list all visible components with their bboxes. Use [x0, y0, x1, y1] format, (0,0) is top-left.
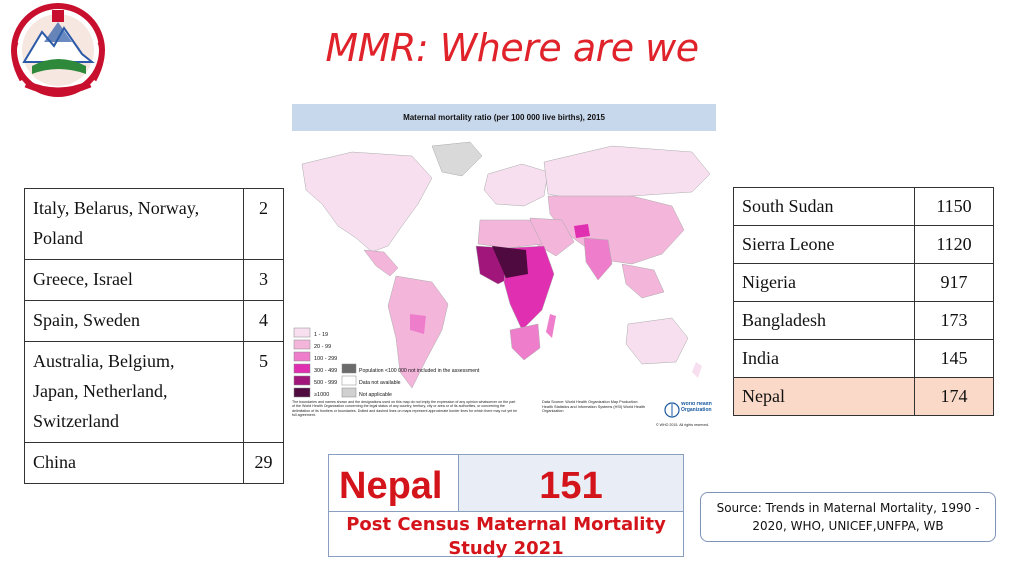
table-row: China 29: [24, 442, 284, 484]
value-cell: 4: [243, 300, 284, 342]
legend-item-1: [293, 327, 311, 338]
value-cell: 1120: [914, 225, 994, 264]
nepal-value-cell: 151: [459, 455, 683, 512]
legend-extra-swatch: [341, 363, 357, 374]
country-cell: China: [24, 442, 244, 484]
table-row: Greece, Israel 3: [24, 259, 284, 301]
legend-label: 1 - 19: [314, 332, 328, 338]
map-legend: 1 - 19 20 - 99 100 - 299 300 - 499 500 -…: [293, 327, 480, 398]
value-cell: 917: [914, 263, 994, 302]
legend-extra-label: Data not available: [359, 380, 401, 386]
country-line: Australia, Belgium,: [33, 351, 175, 371]
map-copyright: © WHO 2015. All rights reserved.: [656, 423, 709, 427]
nepal-mmr-box: Nepal 151 Post Census Maternal Mortality…: [328, 454, 684, 559]
country-line: Poland: [33, 228, 84, 248]
legend-item-2: [293, 339, 311, 350]
lowest-mmr-table: Italy, Belarus, Norway, Poland 2 Greece,…: [24, 188, 284, 484]
map-disclaimer: The boundaries and names shown and the d…: [292, 400, 518, 418]
legend-label: ≥1000: [314, 392, 329, 398]
country-line: China: [33, 452, 76, 472]
region-greenland: [431, 141, 483, 177]
country-cell: Nigeria: [733, 263, 915, 302]
value-cell: 145: [914, 339, 994, 378]
value-cell: 3: [243, 259, 284, 301]
region-north-africa: [477, 219, 543, 249]
country-line: Japan, Netherland,: [33, 381, 168, 401]
table-row: Italy, Belarus, Norway, Poland 2: [24, 188, 284, 260]
region-afghanistan: [574, 224, 590, 238]
legend-extra-swatch: [341, 375, 357, 386]
value-cell: 174: [914, 377, 994, 416]
country-cell: Spain, Sweden: [24, 300, 244, 342]
region-australia: [625, 317, 689, 365]
region-south-asia: [583, 237, 613, 281]
source-line: 2020, WHO, UNICEF,UNFPA, WB: [752, 519, 944, 533]
subtitle-line: Study 2021: [448, 538, 564, 559]
world-map-figure: Maternal mortality ratio (per 100 000 li…: [292, 104, 716, 430]
region-sahel: [492, 246, 528, 278]
legend-extra-swatch: [341, 387, 357, 398]
country-line: Switzerland: [33, 411, 119, 431]
table-row-highlighted: Nepal 174: [733, 377, 994, 416]
country-cell: India: [733, 339, 915, 378]
nepal-value: 151: [539, 465, 603, 507]
country-line: Greece, Israel: [33, 269, 133, 289]
legend-extra-label: Not applicable: [359, 392, 392, 398]
value-cell: 1150: [914, 187, 994, 226]
nepal-label: Nepal: [339, 465, 443, 507]
highest-mmr-table: South Sudan 1150 Sierra Leone 1120 Niger…: [733, 187, 994, 416]
region-southern-africa: [509, 323, 541, 361]
world-map: 1 - 19 20 - 99 100 - 299 300 - 499 500 -…: [292, 134, 716, 430]
table-row: India 145: [733, 339, 994, 378]
nepal-label-cell: Nepal: [329, 455, 459, 512]
map-data-source: Data Source: World Health Organization M…: [542, 400, 646, 414]
map-header: Maternal mortality ratio (per 100 000 li…: [292, 104, 716, 131]
table-row: Nigeria 917: [733, 263, 994, 302]
country-line: Italy, Belarus, Norway,: [33, 198, 200, 218]
legend-label: 500 - 999: [314, 380, 337, 386]
legend-label: 100 - 299: [314, 356, 337, 362]
value-cell: 29: [243, 442, 284, 484]
region-bolivia: [410, 314, 426, 334]
region-central-america: [363, 249, 399, 277]
subtitle-line: Post Census Maternal Mortality: [346, 514, 666, 535]
legend-item-6: [293, 387, 311, 398]
value-cell: 173: [914, 301, 994, 340]
legend-extra-label: Population <100 000 not included in the …: [359, 368, 480, 374]
source-note: Source: Trends in Maternal Mortality, 19…: [700, 492, 996, 542]
country-cell: Greece, Israel: [24, 259, 244, 301]
country-cell: Italy, Belarus, Norway, Poland: [24, 188, 244, 260]
value-cell: 2: [243, 188, 284, 260]
nepal-study-subtitle: Post Census Maternal Mortality Study 202…: [329, 513, 683, 561]
country-cell: Sierra Leone: [733, 225, 915, 264]
country-cell: South Sudan: [733, 187, 915, 226]
country-cell: Bangladesh: [733, 301, 915, 340]
region-southeast-asia: [621, 263, 665, 299]
nepal-emblem-icon: [11, 3, 105, 97]
region-new-zealand: [692, 362, 702, 378]
table-row: Sierra Leone 1120: [733, 225, 994, 264]
region-madagascar: [546, 314, 556, 338]
source-line: Source: Trends in Maternal Mortality, 19…: [716, 501, 980, 515]
legend-label: 20 - 99: [314, 344, 331, 350]
legend-item-3: [293, 351, 311, 362]
country-cell: Nepal: [733, 377, 915, 416]
region-europe: [483, 163, 549, 207]
country-line: Spain, Sweden: [33, 310, 140, 330]
table-row: Spain, Sweden 4: [24, 300, 284, 342]
page-title: MMR: Where are we: [325, 26, 699, 70]
region-north-america: [301, 151, 433, 253]
table-row: Bangladesh 173: [733, 301, 994, 340]
legend-item-5: [293, 375, 311, 386]
legend-label: 300 - 499: [314, 368, 337, 374]
country-cell: Australia, Belgium, Japan, Netherland, S…: [24, 341, 244, 443]
table-row: South Sudan 1150: [733, 187, 994, 226]
who-emblem-icon: [664, 402, 680, 418]
value-cell: 5: [243, 341, 284, 443]
who-text: World Health Organization: [681, 402, 712, 413]
table-row: Australia, Belgium, Japan, Netherland, S…: [24, 341, 284, 443]
nepal-emblem-logo: [2, 2, 114, 98]
who-logo: [664, 402, 680, 418]
legend-item-4: [293, 363, 311, 374]
